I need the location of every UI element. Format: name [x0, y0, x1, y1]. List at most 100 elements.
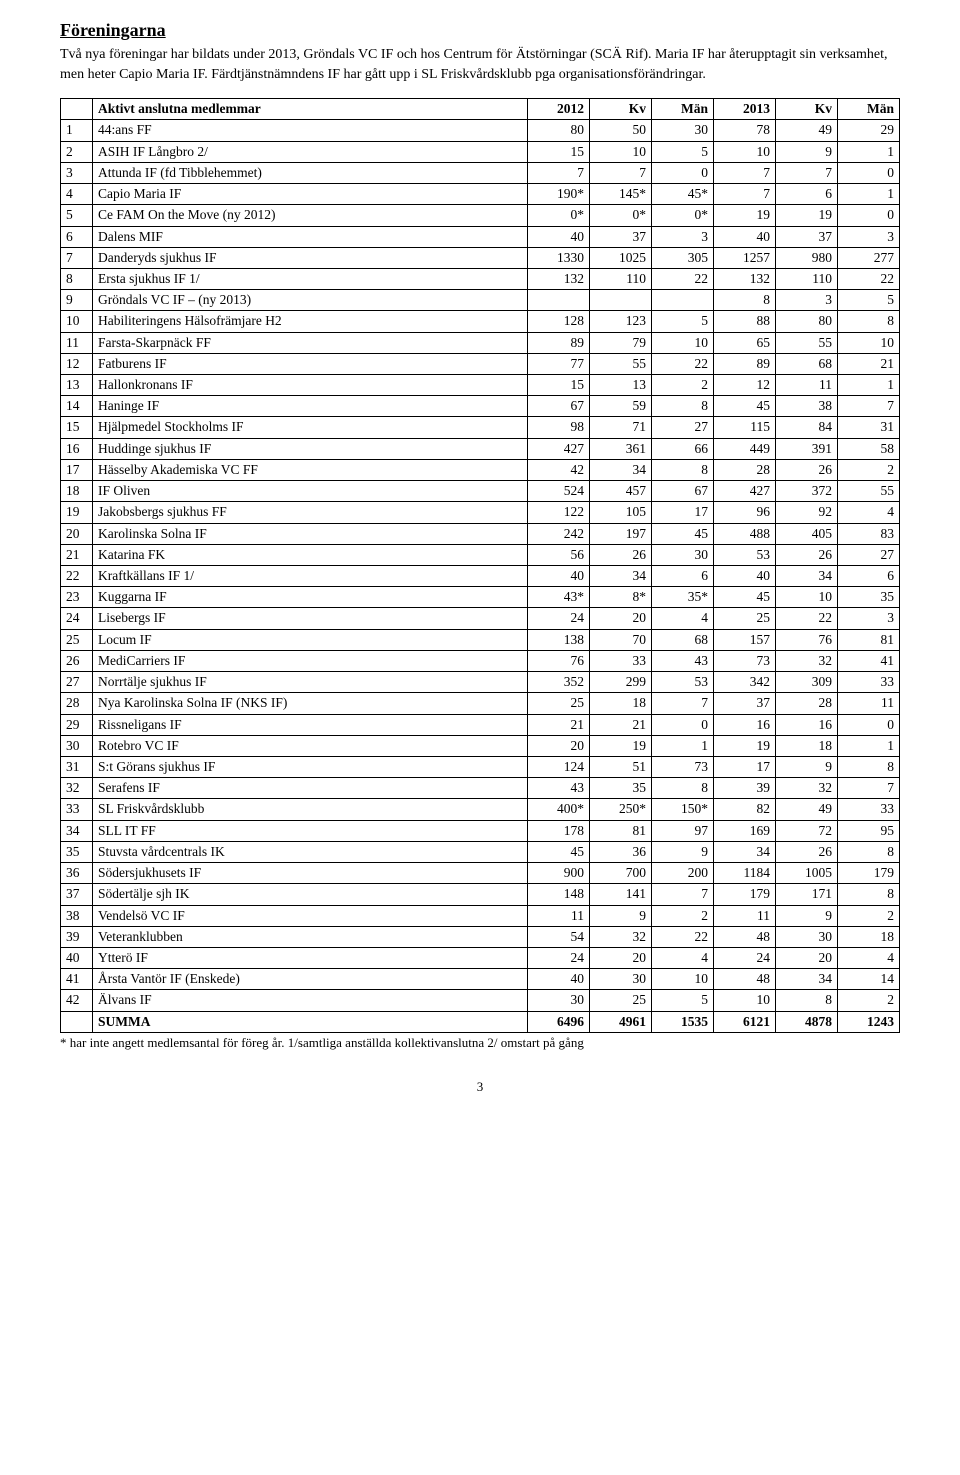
row-name: Habiliteringens Hälsofrämjare H2: [93, 311, 528, 332]
row-value: 19: [714, 205, 776, 226]
table-row: 26MediCarriers IF763343733241: [61, 650, 900, 671]
row-value: 157: [714, 629, 776, 650]
row-index: 36: [61, 863, 93, 884]
row-value: 49: [776, 799, 838, 820]
row-value: 9: [590, 905, 652, 926]
row-value: 88: [714, 311, 776, 332]
row-value: 200: [652, 863, 714, 884]
row-index: 24: [61, 608, 93, 629]
sum-value: 6121: [714, 1011, 776, 1032]
row-index: 22: [61, 566, 93, 587]
row-value: 55: [838, 481, 900, 502]
row-name: Gröndals VC IF – (ny 2013): [93, 290, 528, 311]
row-name: Capio Maria IF: [93, 184, 528, 205]
row-value: 5: [652, 311, 714, 332]
row-value: 11: [714, 905, 776, 926]
row-value: 197: [590, 523, 652, 544]
row-value: 13: [590, 375, 652, 396]
row-name: Vendelsö VC IF: [93, 905, 528, 926]
table-row: 15Hjälpmedel Stockholms IF9871271158431: [61, 417, 900, 438]
row-value: 34: [776, 566, 838, 587]
row-value: 67: [652, 481, 714, 502]
row-value: 9: [776, 756, 838, 777]
row-value: 8: [652, 396, 714, 417]
row-value: 277: [838, 247, 900, 268]
table-row: 17Hässelby Akademiska VC FF4234828262: [61, 459, 900, 480]
row-value: 77: [528, 353, 590, 374]
row-value: 1: [838, 141, 900, 162]
row-index: 37: [61, 884, 93, 905]
row-value: 0: [652, 714, 714, 735]
row-value: 34: [590, 566, 652, 587]
table-row: 22Kraftkällans IF 1/4034640346: [61, 566, 900, 587]
table-header-row: Aktivt anslutna medlemmar 2012 Kv Män 20…: [61, 99, 900, 120]
row-index: 13: [61, 375, 93, 396]
row-value: 36: [590, 841, 652, 862]
table-row: 13Hallonkronans IF1513212111: [61, 375, 900, 396]
row-value: 700: [590, 863, 652, 884]
row-value: 3: [838, 608, 900, 629]
row-index: 26: [61, 650, 93, 671]
row-index: 25: [61, 629, 93, 650]
row-value: 22: [652, 268, 714, 289]
row-index: 8: [61, 268, 93, 289]
row-name: 44:ans FF: [93, 120, 528, 141]
row-value: 1: [838, 735, 900, 756]
row-value: 427: [714, 481, 776, 502]
table-row: 25Locum IF13870681577681: [61, 629, 900, 650]
row-value: 37: [714, 693, 776, 714]
row-index: 41: [61, 969, 93, 990]
row-value: 3: [652, 226, 714, 247]
row-name: Ce FAM On the Move (ny 2012): [93, 205, 528, 226]
row-value: 2: [652, 905, 714, 926]
row-value: 41: [838, 650, 900, 671]
row-name: Kuggarna IF: [93, 587, 528, 608]
row-index: 23: [61, 587, 93, 608]
row-index: 14: [61, 396, 93, 417]
row-value: 25: [714, 608, 776, 629]
row-name: Dalens MIF: [93, 226, 528, 247]
row-name: Ersta sjukhus IF 1/: [93, 268, 528, 289]
row-value: 8*: [590, 587, 652, 608]
row-value: 16: [776, 714, 838, 735]
row-value: 83: [838, 523, 900, 544]
row-value: 7: [652, 693, 714, 714]
row-value: 0*: [528, 205, 590, 226]
row-value: 169: [714, 820, 776, 841]
row-value: 24: [528, 608, 590, 629]
col-name: Aktivt anslutna medlemmar: [93, 99, 528, 120]
row-value: 12: [714, 375, 776, 396]
row-name: Hjälpmedel Stockholms IF: [93, 417, 528, 438]
row-value: 32: [776, 650, 838, 671]
row-index: 30: [61, 735, 93, 756]
row-value: 30: [776, 926, 838, 947]
sum-label: SUMMA: [93, 1011, 528, 1032]
row-value: 79: [590, 332, 652, 353]
row-value: 3: [776, 290, 838, 311]
table-row: 38Vendelsö VC IF11921192: [61, 905, 900, 926]
row-index: 12: [61, 353, 93, 374]
sum-value: [61, 1011, 93, 1032]
row-value: 250*: [590, 799, 652, 820]
row-value: 45: [714, 587, 776, 608]
row-value: 76: [528, 650, 590, 671]
table-row: 35Stuvsta vårdcentrals IK4536934268: [61, 841, 900, 862]
row-value: 17: [714, 756, 776, 777]
row-value: 39: [714, 778, 776, 799]
row-value: 20: [776, 947, 838, 968]
row-value: 51: [590, 756, 652, 777]
row-value: 18: [776, 735, 838, 756]
table-row: 2ASIH IF Långbro 2/151051091: [61, 141, 900, 162]
row-value: 20: [590, 947, 652, 968]
row-value: 26: [590, 544, 652, 565]
row-value: 45*: [652, 184, 714, 205]
row-value: 58: [838, 438, 900, 459]
row-value: 43: [652, 650, 714, 671]
row-value: 10: [714, 141, 776, 162]
row-value: 48: [714, 926, 776, 947]
row-value: 96: [714, 502, 776, 523]
row-value: 1330: [528, 247, 590, 268]
row-name: Danderyds sjukhus IF: [93, 247, 528, 268]
row-value: 43*: [528, 587, 590, 608]
row-value: 141: [590, 884, 652, 905]
